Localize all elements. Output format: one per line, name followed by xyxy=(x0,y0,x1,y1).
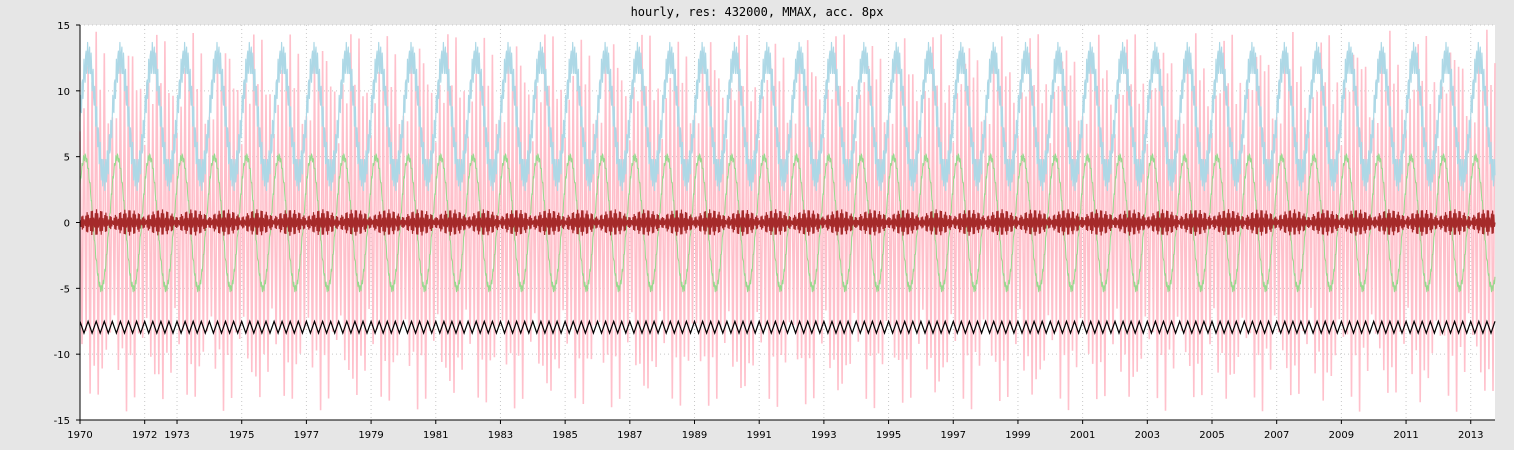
y-tick-label: -10 xyxy=(54,350,70,361)
x-tick-label: 1983 xyxy=(488,430,513,441)
x-tick-label: 1985 xyxy=(552,430,577,441)
y-tick-label: 10 xyxy=(57,87,70,98)
x-tick-label: 1999 xyxy=(1005,430,1030,441)
x-tick-label: 2005 xyxy=(1199,430,1224,441)
x-tick-label: 1991 xyxy=(746,430,771,441)
x-tick-label: 2011 xyxy=(1393,430,1418,441)
x-tick-label: 1975 xyxy=(229,430,254,441)
series-lightblue-line xyxy=(79,41,1496,192)
x-tick-label: 1993 xyxy=(811,430,836,441)
x-tick-label: 1973 xyxy=(164,430,189,441)
y-tick-label: -5 xyxy=(60,284,70,295)
chart-title: hourly, res: 432000, MMAX, acc. 8px xyxy=(630,5,884,19)
series-brown-line xyxy=(79,209,1496,236)
x-tick-label: 1987 xyxy=(617,430,642,441)
x-tick-label: 2013 xyxy=(1458,430,1483,441)
x-tick-label: 2009 xyxy=(1329,430,1354,441)
x-tick-label: 2003 xyxy=(1135,430,1160,441)
x-tick-label: 1970 xyxy=(67,430,92,441)
x-tick-label: 1972 xyxy=(132,430,157,441)
x-tick-label: 1977 xyxy=(294,430,319,441)
x-tick-label: 2007 xyxy=(1264,430,1289,441)
x-tick-label: 2001 xyxy=(1070,430,1095,441)
y-tick-label: 15 xyxy=(57,21,70,32)
series-black-line xyxy=(79,319,1496,335)
x-tick-label: 1981 xyxy=(423,430,448,441)
series-green-line xyxy=(79,153,1496,293)
x-tick-label: 1997 xyxy=(941,430,966,441)
y-tick-label: 5 xyxy=(64,153,70,164)
y-tick-label: -15 xyxy=(54,416,70,427)
x-tick-label: 1989 xyxy=(682,430,707,441)
x-tick-label: 1995 xyxy=(876,430,901,441)
series-pink-line xyxy=(79,29,1496,412)
y-tick-label: 0 xyxy=(64,219,70,230)
x-tick-label: 1979 xyxy=(358,430,383,441)
